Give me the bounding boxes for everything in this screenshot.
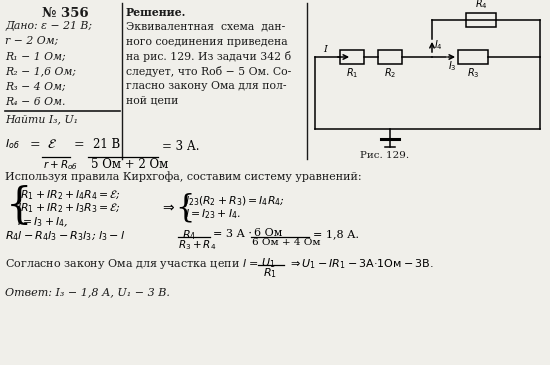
Text: $IR_1 + IR_2 + I_4R_4 = \mathcal{E}$;: $IR_1 + IR_2 + I_4R_4 = \mathcal{E}$; — [17, 188, 121, 201]
Text: $IR_1 + IR_2 + I_3R_3 = \mathcal{E}$;: $IR_1 + IR_2 + I_3R_3 = \mathcal{E}$; — [17, 201, 121, 215]
Text: {: { — [175, 192, 194, 223]
Text: 21 В: 21 В — [93, 138, 120, 151]
Text: $R_4 l - R_4 l_3 - R_3 l_3$; $l_3 - l$: $R_4 l - R_4 l_3 - R_3 l_3$; $l_3 - l$ — [5, 229, 125, 243]
Text: = 1,8 А.: = 1,8 А. — [313, 229, 359, 239]
Text: Эквивалентная  схема  дан-: Эквивалентная схема дан- — [126, 22, 285, 32]
Text: $I = I_{23} + I_4$.: $I = I_{23} + I_4$. — [185, 207, 241, 221]
Text: $R_3$: $R_3$ — [467, 66, 479, 80]
Text: $R_3 + R_4$: $R_3 + R_4$ — [178, 238, 216, 252]
Text: {: { — [6, 185, 32, 227]
Text: $I_3$: $I_3$ — [448, 59, 456, 73]
Text: $R_2$: $R_2$ — [384, 66, 396, 80]
Text: =: = — [30, 138, 41, 151]
Text: № 356: № 356 — [42, 7, 89, 20]
Text: $R_1$: $R_1$ — [346, 66, 358, 80]
Text: 6 Ом + 4 Ом: 6 Ом + 4 Ом — [252, 238, 321, 247]
Text: Ответ: I₃ − 1,8 А, U₁ − 3 В.: Ответ: I₃ − 1,8 А, U₁ − 3 В. — [5, 287, 170, 297]
Text: R₁ − 1 Ом;: R₁ − 1 Ом; — [5, 51, 65, 61]
Bar — [458, 50, 488, 64]
Text: ной цепи: ной цепи — [126, 96, 178, 106]
Text: $\mathcal{E}$: $\mathcal{E}$ — [47, 138, 57, 151]
Text: Согласно закону Ома для участка цепи $I$ =: Согласно закону Ома для участка цепи $I$… — [5, 257, 259, 271]
Bar — [378, 50, 402, 64]
Text: следует, что Rоб − 5 Ом. Со-: следует, что Rоб − 5 Ом. Со- — [126, 66, 292, 77]
Text: $I_{23}(R_2 + R_3) = I_4R_4$;: $I_{23}(R_2 + R_3) = I_4R_4$; — [185, 194, 285, 208]
Text: = 3 А.: = 3 А. — [162, 140, 200, 153]
Text: $I_4$: $I_4$ — [434, 38, 443, 52]
Bar — [340, 50, 364, 64]
Text: Дано: ε − 21 В;: Дано: ε − 21 В; — [5, 21, 92, 31]
Text: $I = I_3 + I_4$,: $I = I_3 + I_4$, — [17, 215, 68, 228]
Text: 6 Ом: 6 Ом — [254, 228, 282, 238]
Text: на рис. 129. Из задачи 342 б: на рис. 129. Из задачи 342 б — [126, 51, 291, 62]
Text: r − 2 Ом;: r − 2 Ом; — [5, 36, 58, 46]
Text: I: I — [323, 45, 327, 54]
Text: $\Rightarrow$: $\Rightarrow$ — [160, 200, 175, 214]
Text: R₄ − 6 Ом.: R₄ − 6 Ом. — [5, 97, 65, 107]
Bar — [466, 13, 496, 27]
Text: $U_1$: $U_1$ — [261, 256, 276, 270]
Text: гласно закону Ома для пол-: гласно закону Ома для пол- — [126, 81, 287, 91]
Text: ного соединения приведена: ного соединения приведена — [126, 36, 288, 47]
Text: R₃ − 4 Ом;: R₃ − 4 Ом; — [5, 82, 65, 92]
Text: = 3 А ·: = 3 А · — [213, 229, 252, 239]
Text: R₂ − 1,6 Ом;: R₂ − 1,6 Ом; — [5, 66, 76, 77]
Text: =: = — [74, 138, 85, 151]
Text: $R_4$: $R_4$ — [475, 0, 487, 11]
Text: $R_4$: $R_4$ — [182, 228, 196, 242]
Text: $I_{о б}$: $I_{о б}$ — [5, 137, 20, 151]
Text: Рис. 129.: Рис. 129. — [360, 151, 409, 160]
Text: $r + R_{о б}$: $r + R_{о б}$ — [43, 158, 78, 172]
Text: Используя правила Кирхгофа, составим систему уравнений:: Используя правила Кирхгофа, составим сис… — [5, 171, 362, 182]
Text: $R_1$: $R_1$ — [263, 266, 277, 280]
Text: 5 Ом + 2 Ом: 5 Ом + 2 Ом — [91, 158, 168, 171]
Text: Найти I₃, U₁: Найти I₃, U₁ — [5, 114, 78, 124]
Text: Решение.: Решение. — [126, 7, 186, 18]
Text: $\Rightarrow U_1 - IR_1 - 3\text{А·1Ом} - 3\text{В}.$: $\Rightarrow U_1 - IR_1 - 3\text{А·1Ом} … — [288, 257, 434, 271]
